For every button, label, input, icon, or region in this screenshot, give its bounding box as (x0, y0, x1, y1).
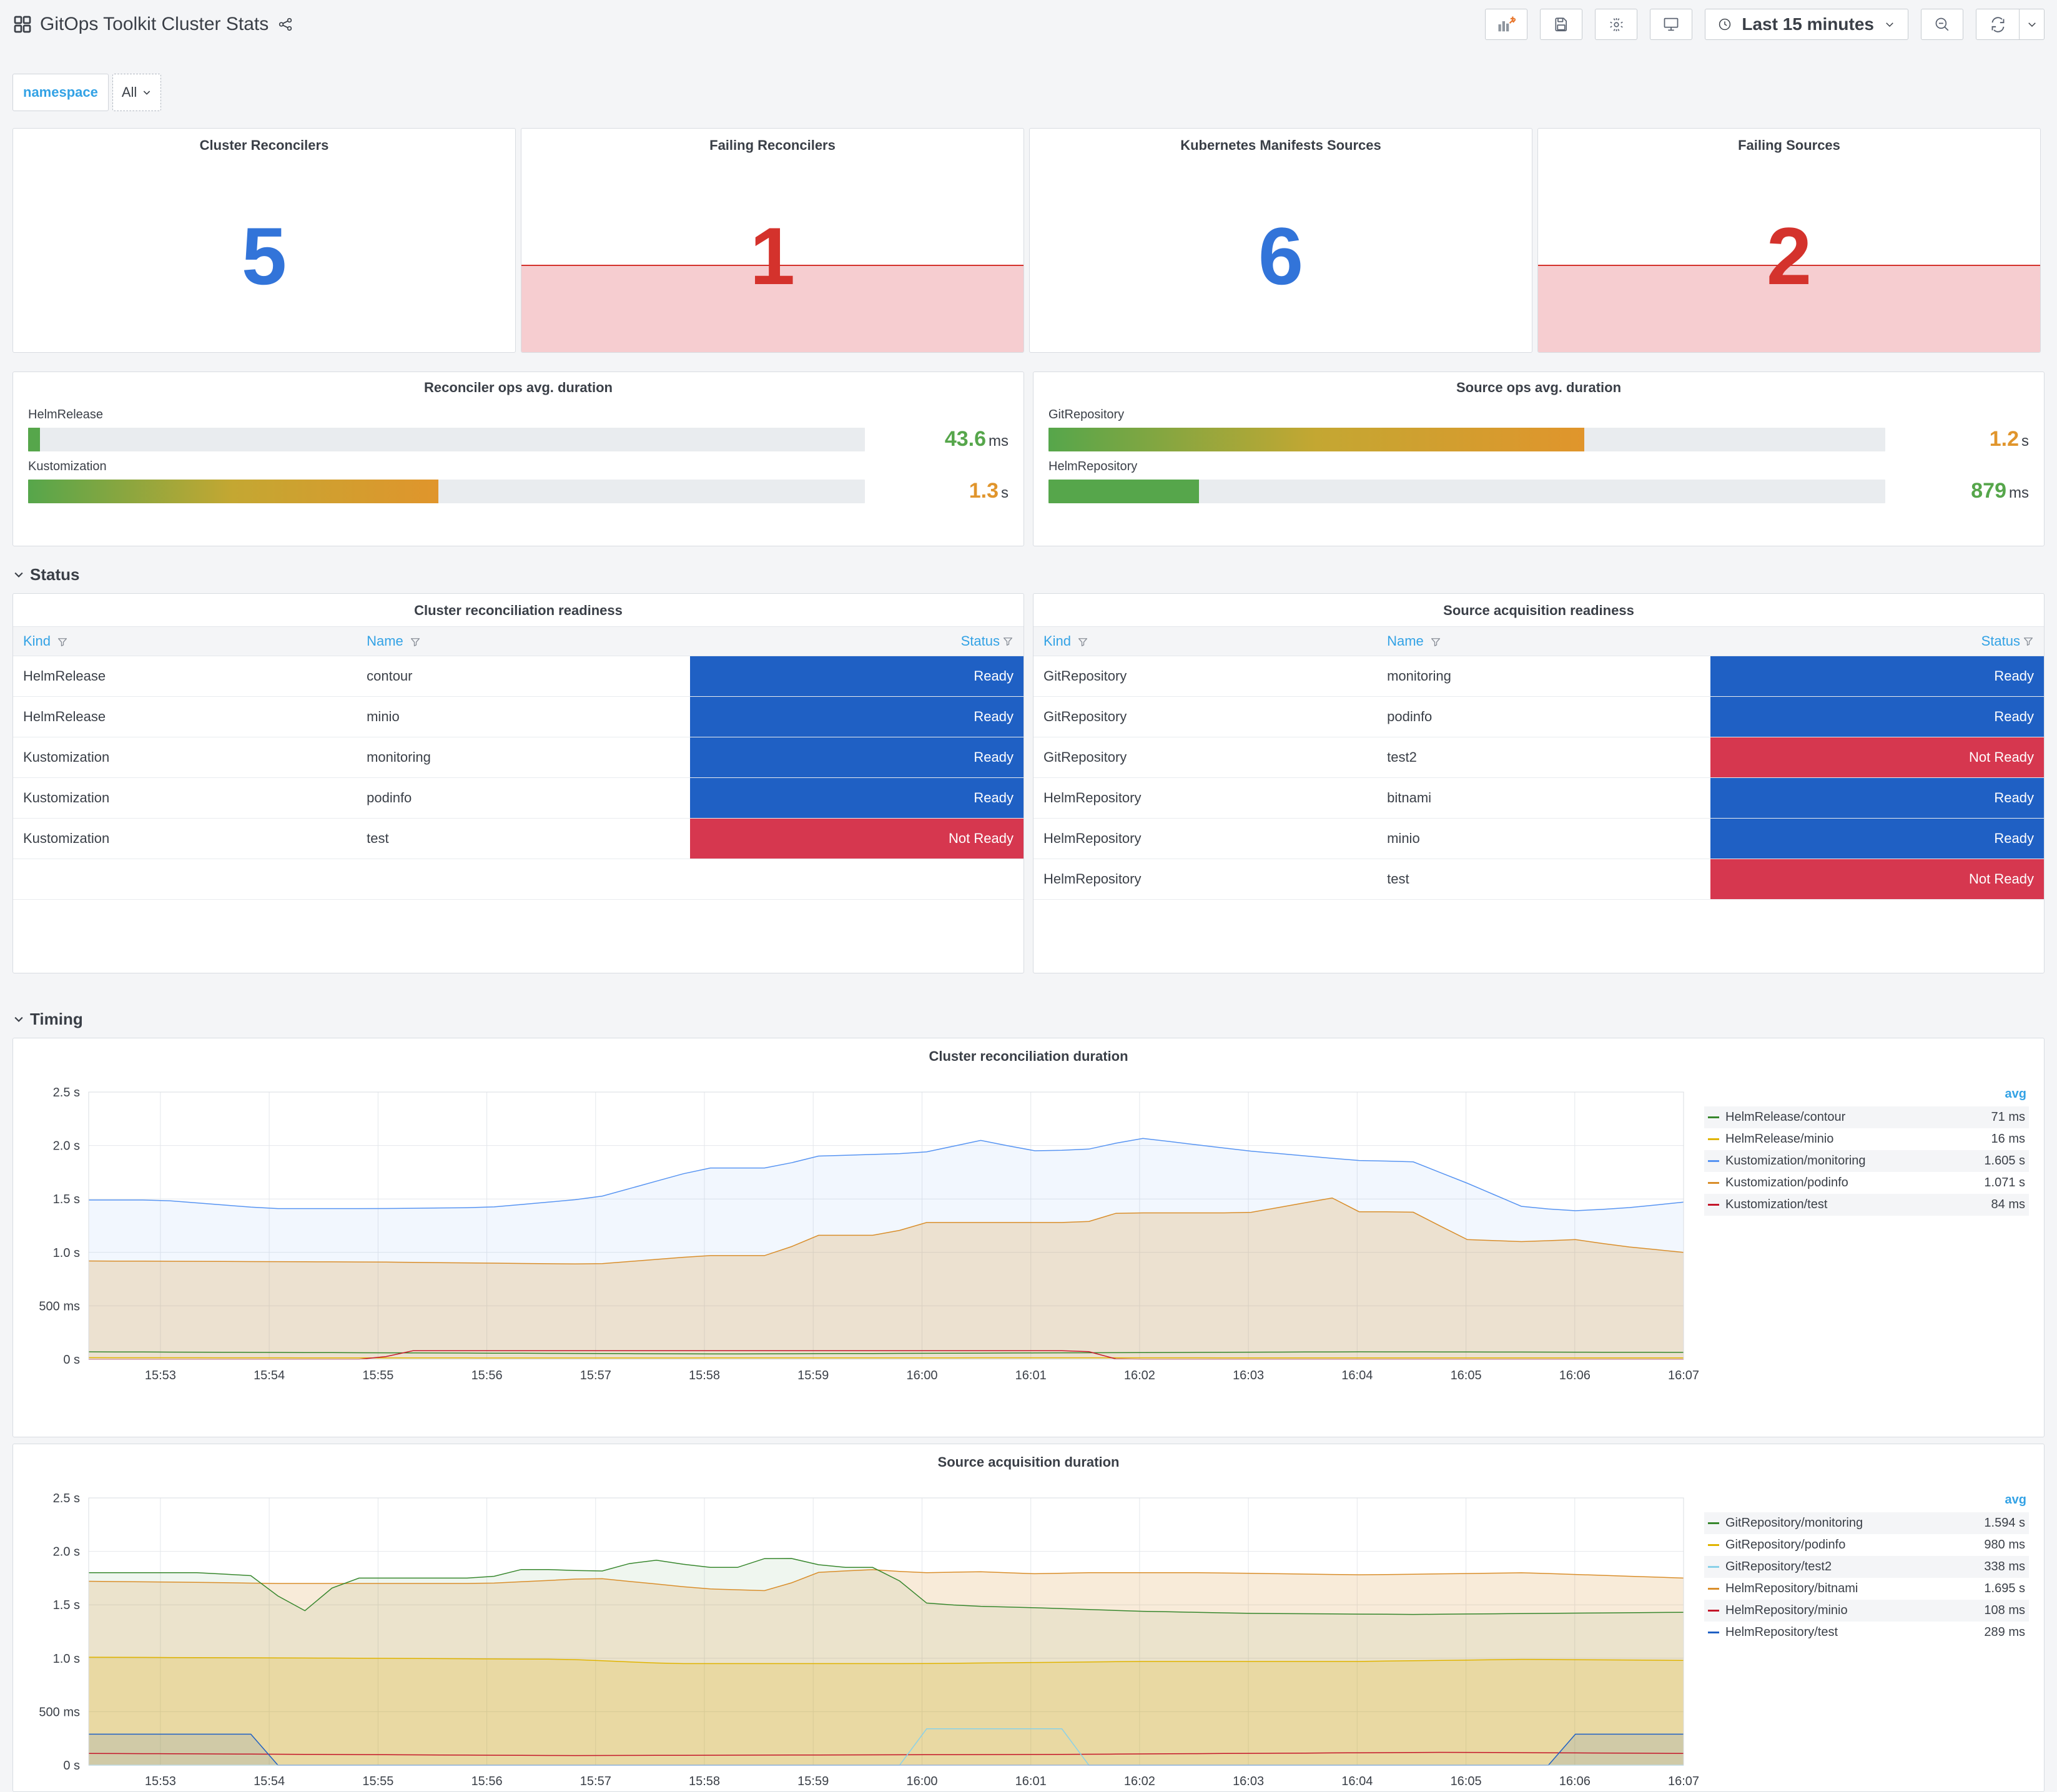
svg-text:16:00: 16:00 (906, 1775, 937, 1788)
svg-text:16:01: 16:01 (1015, 1369, 1047, 1382)
svg-text:16:07: 16:07 (1668, 1775, 1699, 1788)
svg-text:15:53: 15:53 (145, 1775, 176, 1788)
svg-text:1.5 s: 1.5 s (53, 1598, 80, 1612)
svg-text:15:54: 15:54 (254, 1775, 285, 1788)
svg-text:16:03: 16:03 (1233, 1369, 1264, 1382)
svg-text:500 ms: 500 ms (39, 1705, 80, 1719)
svg-text:15:57: 15:57 (580, 1775, 611, 1788)
svg-text:16:05: 16:05 (1451, 1775, 1482, 1788)
svg-text:16:01: 16:01 (1015, 1775, 1047, 1788)
svg-text:15:58: 15:58 (689, 1369, 720, 1382)
svg-text:15:59: 15:59 (797, 1775, 829, 1788)
svg-text:1.0 s: 1.0 s (53, 1246, 80, 1260)
svg-text:16:05: 16:05 (1451, 1369, 1482, 1382)
svg-text:2.5 s: 2.5 s (53, 1492, 80, 1505)
svg-text:15:53: 15:53 (145, 1369, 176, 1382)
svg-text:15:55: 15:55 (362, 1775, 393, 1788)
svg-text:16:04: 16:04 (1341, 1369, 1373, 1382)
svg-text:1.5 s: 1.5 s (53, 1193, 80, 1206)
svg-text:16:06: 16:06 (1559, 1369, 1591, 1382)
svg-text:0 s: 0 s (63, 1759, 80, 1773)
svg-text:16:07: 16:07 (1668, 1369, 1699, 1382)
svg-text:15:56: 15:56 (471, 1369, 503, 1382)
svg-text:15:56: 15:56 (471, 1775, 503, 1788)
svg-text:16:03: 16:03 (1233, 1775, 1264, 1788)
svg-text:15:54: 15:54 (254, 1369, 285, 1382)
svg-text:2.0 s: 2.0 s (53, 1140, 80, 1153)
svg-text:2.5 s: 2.5 s (53, 1086, 80, 1100)
svg-text:0 s: 0 s (63, 1353, 80, 1367)
svg-text:16:02: 16:02 (1124, 1775, 1155, 1788)
svg-text:16:02: 16:02 (1124, 1369, 1155, 1382)
svg-text:16:06: 16:06 (1559, 1775, 1591, 1788)
svg-text:15:58: 15:58 (689, 1775, 720, 1788)
svg-text:16:00: 16:00 (906, 1369, 937, 1382)
svg-text:16:04: 16:04 (1341, 1775, 1373, 1788)
svg-text:15:57: 15:57 (580, 1369, 611, 1382)
svg-text:500 ms: 500 ms (39, 1299, 80, 1313)
svg-text:15:55: 15:55 (362, 1369, 393, 1382)
svg-text:15:59: 15:59 (797, 1369, 829, 1382)
svg-text:2.0 s: 2.0 s (53, 1545, 80, 1559)
svg-text:1.0 s: 1.0 s (53, 1652, 80, 1666)
